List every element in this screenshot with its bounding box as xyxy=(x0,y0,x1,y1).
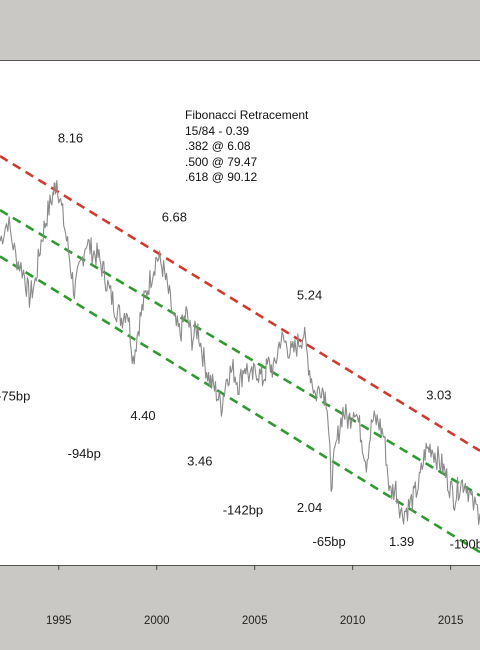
channel-lines xyxy=(0,155,480,554)
annotation-line: .500 @ 79.47 xyxy=(185,154,258,169)
data-label: 8.16 xyxy=(58,130,83,145)
x-tick-label: 2015 xyxy=(438,615,464,627)
x-tick-label: 2000 xyxy=(144,615,170,627)
fibonacci-annotation: Fibonacci Retracement 15/84 - 0.39 .382 … xyxy=(185,108,308,186)
data-label: 4.40 xyxy=(130,408,155,423)
data-label: 2.04 xyxy=(297,500,322,515)
x-axis-strip xyxy=(0,566,480,650)
channel-line-upper xyxy=(0,155,480,452)
data-labels: 8.16 6.68 5.24 3.03 -75bp 4.40 -94bp 3.46 -142bp… xyxy=(0,130,480,551)
x-tick-label: 2005 xyxy=(242,615,268,627)
series-line-0 xyxy=(0,180,480,525)
data-label: 1.39 xyxy=(389,534,414,549)
channel-line-lower xyxy=(0,255,480,554)
data-label: 3.03 xyxy=(426,387,451,402)
data-label: -94bp xyxy=(68,446,101,461)
data-label: -100b xyxy=(450,537,480,552)
top-toolbar-area xyxy=(0,0,480,60)
data-label: 6.68 xyxy=(162,209,187,224)
data-label: 3.46 xyxy=(187,454,212,469)
plot-area xyxy=(0,60,480,566)
annotation-line: .618 @ 90.12 xyxy=(185,170,258,184)
annotation-title: Fibonacci Retracement xyxy=(185,108,309,122)
x-tick-label: 2010 xyxy=(340,615,366,627)
x-axis: 1995 2000 2005 2010 2015 xyxy=(46,565,463,627)
x-tick-label: 1995 xyxy=(46,615,72,627)
data-label: -142bp xyxy=(223,503,263,518)
channel-line-mid xyxy=(0,209,480,497)
annotation-line: 15/84 - 0.39 xyxy=(185,123,250,138)
data-label: -65bp xyxy=(313,534,346,549)
data-label: -75bp xyxy=(0,388,30,403)
yield-series xyxy=(0,180,480,525)
annotation-line: .382 @ 6.08 xyxy=(185,139,251,153)
data-label: 5.24 xyxy=(297,288,322,303)
